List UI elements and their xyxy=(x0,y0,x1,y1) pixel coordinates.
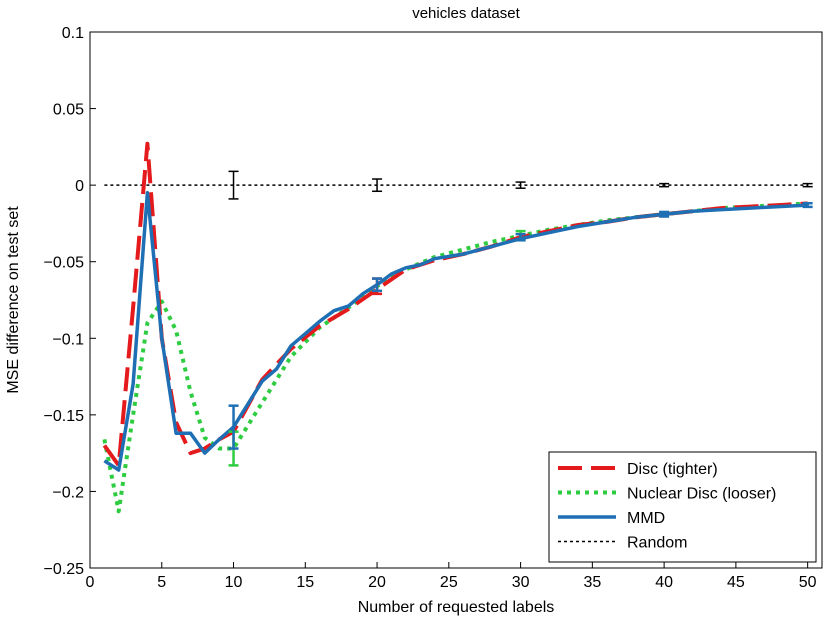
errorbar-2-1 xyxy=(372,277,383,293)
x-tick-label: 45 xyxy=(727,574,745,591)
errorbar-2-4 xyxy=(802,201,813,209)
legend-box xyxy=(548,451,817,563)
series-layer xyxy=(102,141,808,514)
x-tick-label: 40 xyxy=(655,574,673,591)
y-tick-label: −0.25 xyxy=(44,561,85,578)
errorbar-2-3 xyxy=(659,210,670,218)
y-tick-label: −0.2 xyxy=(52,484,84,501)
x-tick-label: 20 xyxy=(368,574,386,591)
legend: Disc (tighter) Nuclear Disc (looser) MMD Ra… xyxy=(548,451,817,563)
x-tick-label: 35 xyxy=(583,574,601,591)
errorbar-2-0 xyxy=(228,404,239,450)
errorbar-layer xyxy=(228,170,813,467)
errorbar-3-4 xyxy=(802,182,813,188)
chart-title: vehicles dataset xyxy=(412,5,520,22)
y-tick-label: 0.05 xyxy=(53,102,84,119)
legend-label-0: Disc (tighter) xyxy=(627,461,718,478)
errorbar-3-1 xyxy=(372,178,383,193)
errorbar-3-2 xyxy=(515,181,526,189)
series-line-0 xyxy=(102,141,808,468)
x-axis-label: Number of requested labels xyxy=(358,599,555,616)
series-line-2 xyxy=(103,191,808,472)
errorbar-2-2 xyxy=(515,232,526,242)
y-tick-label: 0.1 xyxy=(62,25,84,42)
y-tick-label: −0.05 xyxy=(44,255,85,272)
x-tick-label: 10 xyxy=(225,574,243,591)
x-tick-label: 5 xyxy=(157,574,166,591)
plot-frame xyxy=(89,31,823,569)
x-tick-label: 25 xyxy=(440,574,458,591)
y-tick-label: −0.15 xyxy=(44,408,85,425)
axes: 0 5 10 15 20 25 30 35 40 45 50 −0.25 −0.2 −0.15 −0.1 −0… xyxy=(44,25,823,591)
y-axis-label: MSE difference on test set xyxy=(5,206,22,394)
x-tick-label: 0 xyxy=(86,574,95,591)
x-tick-label: 15 xyxy=(296,574,314,591)
legend-label-2: MMD xyxy=(627,510,665,527)
legend-label-1: Nuclear Disc (looser) xyxy=(627,486,776,503)
legend-label-3: Random xyxy=(627,535,687,552)
errorbar-3-0 xyxy=(228,170,239,200)
x-tick-label: 50 xyxy=(799,574,817,591)
errorbar-3-3 xyxy=(659,182,670,188)
x-tick-label: 30 xyxy=(512,574,530,591)
y-tick-label: −0.1 xyxy=(52,331,84,348)
y-tick-label: 0 xyxy=(75,178,84,195)
